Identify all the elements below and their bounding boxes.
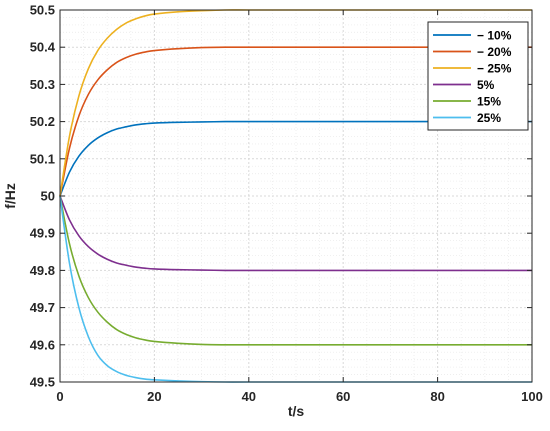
series-line-4 bbox=[59, 195, 532, 272]
x-tick-label: 20 bbox=[147, 389, 161, 404]
series-line-5 bbox=[59, 195, 532, 346]
y-tick-label: 49.5 bbox=[30, 375, 55, 390]
x-tick-label: 80 bbox=[430, 389, 444, 404]
legend-label-6: 25% bbox=[477, 111, 501, 125]
legend-label-1: − 10% bbox=[477, 29, 512, 43]
x-tick-label: 40 bbox=[242, 389, 256, 404]
x-tick-labels: 0 20 40 60 80 100 bbox=[56, 389, 542, 404]
y-tick-label: 49.9 bbox=[30, 226, 55, 241]
y-tick-label: 50.1 bbox=[30, 151, 55, 166]
y-tick-label: 50.4 bbox=[30, 40, 56, 55]
series-line-2 bbox=[59, 46, 532, 197]
series-line-1 bbox=[59, 120, 532, 197]
y-tick-label: 49.7 bbox=[30, 300, 55, 315]
y-tick-label: 50 bbox=[41, 189, 55, 204]
legend-label-2: − 20% bbox=[477, 45, 512, 59]
x-axis-label: t/s bbox=[288, 403, 305, 419]
y-tick-label: 50.3 bbox=[30, 77, 55, 92]
x-tick-label: 60 bbox=[336, 389, 350, 404]
y-axis-label: f/Hz bbox=[2, 183, 18, 209]
legend-label-3: − 25% bbox=[477, 62, 512, 76]
x-tick-label: 0 bbox=[56, 389, 63, 404]
x-tick-label: 100 bbox=[521, 389, 543, 404]
tick-marks bbox=[59, 9, 533, 383]
y-tick-label: 49.8 bbox=[30, 263, 55, 278]
y-tick-label: 50.2 bbox=[30, 114, 55, 129]
legend: − 10% − 20% − 25% 5% 15% 25% bbox=[427, 21, 529, 131]
legend-box bbox=[427, 21, 529, 131]
legend-label-5: 15% bbox=[477, 95, 501, 109]
y-tick-labels: 49.5 49.6 49.7 49.8 49.9 50 50.1 50.2 50.3 50.4 50… bbox=[30, 3, 56, 390]
legend-label-4: 5% bbox=[477, 78, 495, 92]
y-tick-label: 49.6 bbox=[30, 337, 55, 352]
y-tick-label: 50.5 bbox=[30, 3, 55, 18]
